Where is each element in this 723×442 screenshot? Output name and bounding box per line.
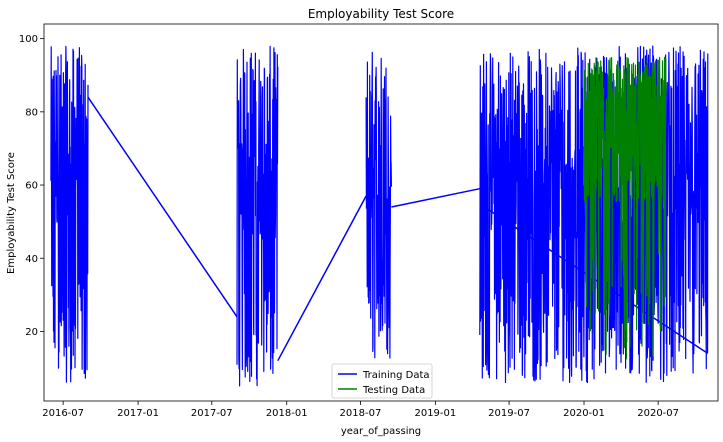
testing-data-line-cluster bbox=[583, 56, 667, 360]
x-tick-label: 2016-07 bbox=[42, 408, 84, 419]
y-axis-label: Employability Test Score bbox=[6, 152, 17, 274]
legend-label-testing: Testing Data bbox=[362, 385, 425, 396]
training-data-line-cluster bbox=[236, 45, 279, 387]
training-data-line-cluster bbox=[365, 51, 392, 359]
legend-label-training: Training Data bbox=[362, 370, 430, 381]
x-tick-label: 2020-07 bbox=[637, 408, 679, 419]
training-data-line-connector bbox=[391, 187, 480, 208]
y-tick-label: 100 bbox=[19, 34, 38, 45]
x-tick-label: 2018-07 bbox=[340, 408, 382, 419]
training-data-line-connector bbox=[277, 195, 367, 362]
x-tick-label: 2018-01 bbox=[266, 408, 308, 419]
legend: Training Data Testing Data bbox=[331, 363, 433, 399]
y-tick-label: 60 bbox=[25, 181, 38, 192]
x-tick-label: 2019-07 bbox=[488, 408, 530, 419]
plot-area bbox=[50, 45, 709, 387]
x-tick-label: 2017-01 bbox=[117, 408, 159, 419]
x-tick-label: 2017-07 bbox=[191, 408, 233, 419]
training-data-line-connector bbox=[87, 96, 238, 318]
x-tick-label: 2019-01 bbox=[414, 408, 456, 419]
x-axis-label: year_of_passing bbox=[341, 426, 421, 437]
x-axis: 2016-07 2017-01 2017-07 2018-01 2018-07 2019-… bbox=[42, 401, 679, 419]
series-layer bbox=[50, 45, 709, 387]
y-tick-label: 80 bbox=[25, 107, 38, 118]
chart-title: Employability Test Score bbox=[308, 7, 454, 21]
y-tick-label: 20 bbox=[25, 327, 38, 338]
y-axis: 20 40 60 80 100 bbox=[19, 34, 44, 338]
x-tick-label: 2020-01 bbox=[563, 408, 605, 419]
y-tick-label: 40 bbox=[25, 254, 38, 265]
training-data-line-cluster bbox=[50, 45, 89, 383]
plot-frame bbox=[43, 23, 719, 402]
